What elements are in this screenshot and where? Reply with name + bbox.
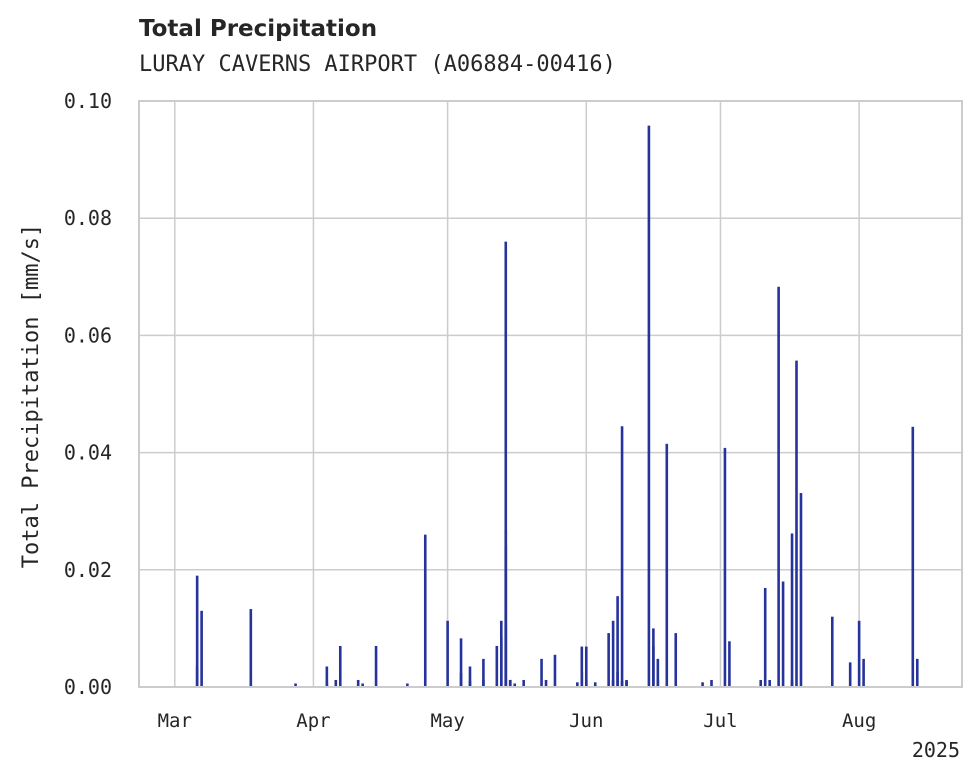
x-tick-labels: Mar Apr May Jun Jul Aug <box>158 710 877 732</box>
precipitation-bar <box>504 529 508 687</box>
precipitation-bar <box>616 672 619 687</box>
y-tick-labels: 0.00 0.02 0.04 0.06 0.08 0.10 <box>64 89 112 699</box>
precipitation-bar <box>625 679 628 687</box>
plot-frame <box>138 100 963 688</box>
precipitation-bar <box>656 679 660 687</box>
precipitation-bar <box>620 681 624 687</box>
precipitation-bar <box>611 679 615 687</box>
bars-layer <box>195 125 919 687</box>
precipitation-bar <box>656 658 660 687</box>
precipitation-bar <box>911 426 915 687</box>
precipitation-bar <box>294 683 297 687</box>
precipitation-bar <box>576 682 579 687</box>
x-tick-label: Apr <box>296 710 330 732</box>
precipitation-bar <box>499 620 503 687</box>
precipitation-bar <box>325 682 329 687</box>
precipitation-bar <box>374 645 378 687</box>
precipitation-bar <box>799 493 803 687</box>
precipitation-bar <box>611 620 615 687</box>
precipitation-bar <box>195 575 199 687</box>
x-tick-label: Mar <box>158 710 192 732</box>
precipitation-bar <box>665 443 669 687</box>
y-tick-label: 0.02 <box>64 558 112 582</box>
precipitation-bar <box>356 679 360 687</box>
precipitation-bar <box>522 679 525 687</box>
precipitation-bar <box>200 610 203 687</box>
precipitation-bar <box>777 286 780 687</box>
precipitation-bar <box>584 679 588 687</box>
y-tick-label: 0.10 <box>64 89 112 113</box>
x-tick-label: May <box>430 710 464 732</box>
precipitation-bar <box>504 241 508 687</box>
precipitation-bar <box>652 628 655 687</box>
precipitation-bar <box>728 641 731 687</box>
precipitation-bar <box>334 679 338 687</box>
precipitation-bar <box>674 633 678 687</box>
precipitation-bar <box>513 683 517 687</box>
x-tick-label: Aug <box>842 710 876 732</box>
grid-layer <box>139 100 962 688</box>
precipitation-bar <box>616 596 619 687</box>
precipitation-bar <box>580 646 584 687</box>
precipitation-bar <box>482 658 485 687</box>
precipitation-bar <box>446 620 449 687</box>
precipitation-bar <box>915 658 919 687</box>
precipitation-bar <box>768 679 771 687</box>
precipitation-bar <box>781 581 785 687</box>
precipitation-bar <box>540 658 543 687</box>
x-axis-year-label: 2025 <box>912 738 960 762</box>
precipitation-bar <box>495 645 499 687</box>
precipitation-bar <box>468 666 472 687</box>
precipitation-bar <box>710 679 713 687</box>
precipitation-bar <box>553 654 557 687</box>
precipitation-bar <box>647 125 651 687</box>
precipitation-bar <box>338 645 342 687</box>
y-tick-label: 0.06 <box>64 323 112 347</box>
x-tick-label: Jul <box>703 710 737 732</box>
precipitation-bar <box>795 360 798 687</box>
precipitation-bar <box>857 620 861 687</box>
precipitation-bar <box>544 679 548 687</box>
precipitation-bar <box>482 679 485 687</box>
precipitation-bar <box>607 633 610 687</box>
y-tick-label: 0.00 <box>64 675 112 699</box>
y-tick-label: 0.04 <box>64 441 112 465</box>
precipitation-bar <box>830 616 834 687</box>
chart-subtitle: LURAY CAVERNS AIRPORT (A06884-00416) <box>139 52 616 77</box>
precipitation-bar <box>423 534 427 687</box>
precipitation-bar <box>325 666 329 687</box>
precipitation-bar <box>406 683 409 687</box>
x-tick-label: Jun <box>569 710 603 732</box>
precipitation-bar <box>584 646 588 687</box>
precipitation-bar <box>790 679 794 687</box>
precipitation-bar <box>763 587 767 687</box>
precipitation-bar <box>459 638 463 687</box>
precipitation-bar <box>723 447 727 687</box>
precipitation-bar <box>862 658 865 687</box>
precipitation-bar <box>620 426 624 687</box>
precipitation-bar <box>701 682 704 687</box>
precipitation-bar <box>508 679 512 687</box>
y-tick-label: 0.08 <box>64 206 112 230</box>
precipitation-bar <box>361 683 364 687</box>
precipitation-bar <box>459 672 463 687</box>
precipitation-bar <box>759 679 763 687</box>
precipitation-bar <box>249 609 253 687</box>
y-axis-label: Total Precipitation [mm/s] <box>19 224 44 568</box>
precipitation-bar <box>593 682 597 687</box>
chart-title: Total Precipitation <box>139 16 378 42</box>
precipitation-bar <box>848 662 852 687</box>
precipitation-bar <box>790 533 794 687</box>
